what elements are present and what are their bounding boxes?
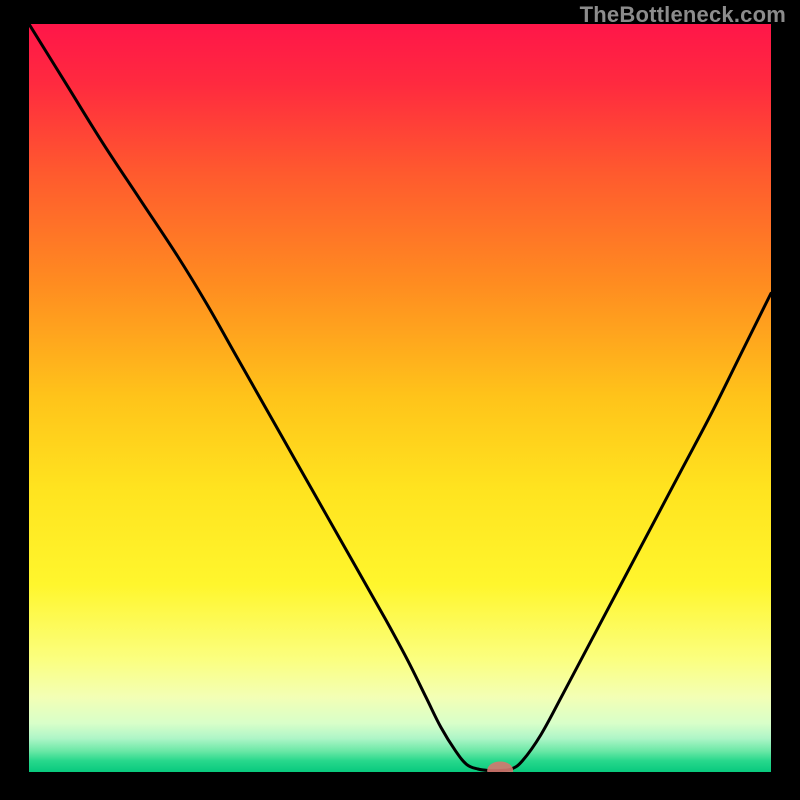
bottleneck-chart [29,24,771,772]
chart-frame: TheBottleneck.com [0,0,800,800]
watermark-text: TheBottleneck.com [580,2,786,28]
gradient-background [29,24,771,772]
plot-area [29,24,771,772]
